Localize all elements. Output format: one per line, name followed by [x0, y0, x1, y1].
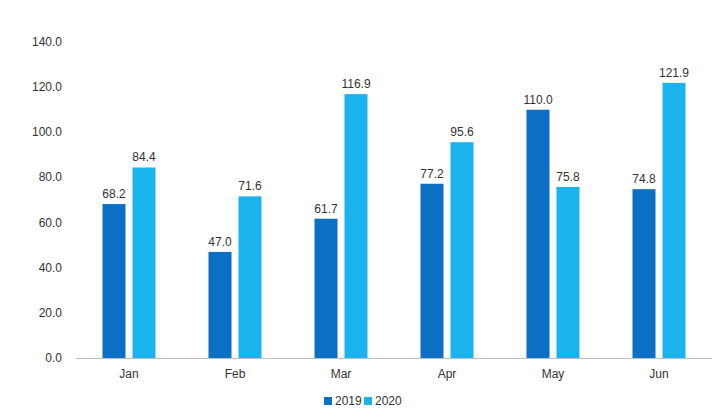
bar	[315, 219, 338, 358]
x-axis-line	[76, 358, 712, 359]
legend-swatch	[364, 397, 372, 405]
data-label: 116.9	[341, 77, 370, 91]
x-tick-label: Jan	[119, 367, 138, 381]
y-tick-label: 140.0	[32, 35, 62, 49]
legend-swatch	[324, 397, 332, 405]
bar	[421, 184, 444, 358]
y-tick-label: 100.0	[32, 125, 62, 139]
bar	[663, 83, 686, 358]
y-tick-label: 0.0	[45, 351, 62, 365]
bar	[451, 142, 474, 358]
bar	[209, 252, 232, 358]
x-tick-label: Apr	[438, 367, 457, 381]
data-label: 95.6	[450, 125, 474, 139]
x-tick-label: Jun	[649, 367, 668, 381]
bar	[103, 204, 126, 358]
x-tick-label: Feb	[225, 367, 246, 381]
bar	[239, 196, 262, 358]
data-label: 61.7	[314, 202, 338, 216]
bar	[557, 187, 580, 358]
y-tick-label: 40.0	[39, 261, 63, 275]
y-tick-label: 120.0	[32, 80, 62, 94]
data-label: 110.0	[523, 93, 552, 107]
bar	[633, 189, 656, 358]
y-tick-label: 20.0	[39, 306, 63, 320]
data-label: 68.2	[102, 187, 126, 201]
legend-label: 2020	[375, 394, 402, 408]
legend: 2019 2020	[324, 394, 402, 408]
data-label: 77.2	[420, 167, 444, 181]
data-label: 74.8	[632, 172, 656, 186]
data-labels: 68.2 47.0 61.7 77.2 110.0 74.8 84.4 71.6 116.9 95…	[102, 66, 689, 249]
x-tick-label: Mar	[331, 367, 352, 381]
chart-svg: 0.0 20.0 40.0 60.0 80.0 100.0 120.0 140.0 68.2 47…	[0, 0, 728, 418]
y-tick-label: 80.0	[39, 170, 63, 184]
y-tick-label: 60.0	[39, 216, 63, 230]
bars	[103, 83, 686, 358]
data-label: 47.0	[208, 235, 232, 249]
bar	[133, 167, 156, 358]
data-label: 121.9	[659, 66, 689, 80]
bar	[527, 110, 550, 358]
data-label: 71.6	[238, 179, 262, 193]
bar	[345, 94, 368, 358]
legend-label: 2019	[335, 394, 362, 408]
data-label: 84.4	[132, 150, 156, 164]
data-label: 75.8	[556, 170, 580, 184]
x-tick-label: May	[542, 367, 565, 381]
chart-container: 0.0 20.0 40.0 60.0 80.0 100.0 120.0 140.0 68.2 47…	[0, 0, 728, 418]
